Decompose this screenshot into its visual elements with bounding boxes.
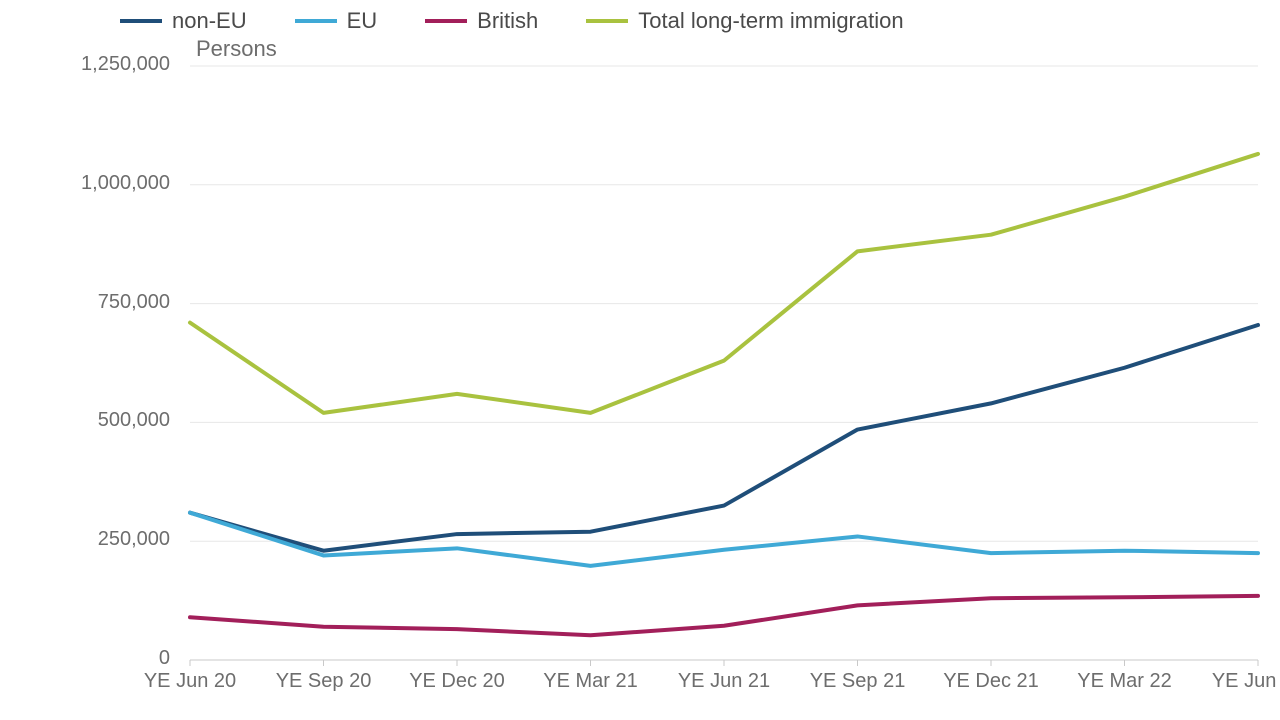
- x-tick-label: YE Dec 21: [924, 670, 1058, 693]
- line-chart: non-EUEUBritishTotal long-term immigrati…: [0, 0, 1280, 720]
- x-tick-label: YE Jun 22: [1191, 670, 1280, 693]
- x-tick-label: YE Mar 22: [1058, 670, 1192, 693]
- x-tick-label: YE Jun 20: [123, 670, 257, 693]
- x-tick-label: YE Mar 21: [524, 670, 658, 693]
- y-tick-label: 1,250,000: [0, 53, 170, 76]
- series-line-british: [190, 596, 1258, 635]
- y-tick-label: 1,000,000: [0, 172, 170, 195]
- x-tick-label: YE Sep 21: [791, 670, 925, 693]
- y-tick-label: 0: [0, 647, 170, 670]
- x-tick-label: YE Jun 21: [657, 670, 791, 693]
- series-line-eu: [190, 513, 1258, 566]
- x-tick-label: YE Sep 20: [257, 670, 391, 693]
- y-tick-label: 500,000: [0, 409, 170, 432]
- x-tick-label: YE Dec 20: [390, 670, 524, 693]
- y-tick-label: 250,000: [0, 528, 170, 551]
- chart-plot: [0, 0, 1280, 720]
- y-tick-label: 750,000: [0, 291, 170, 314]
